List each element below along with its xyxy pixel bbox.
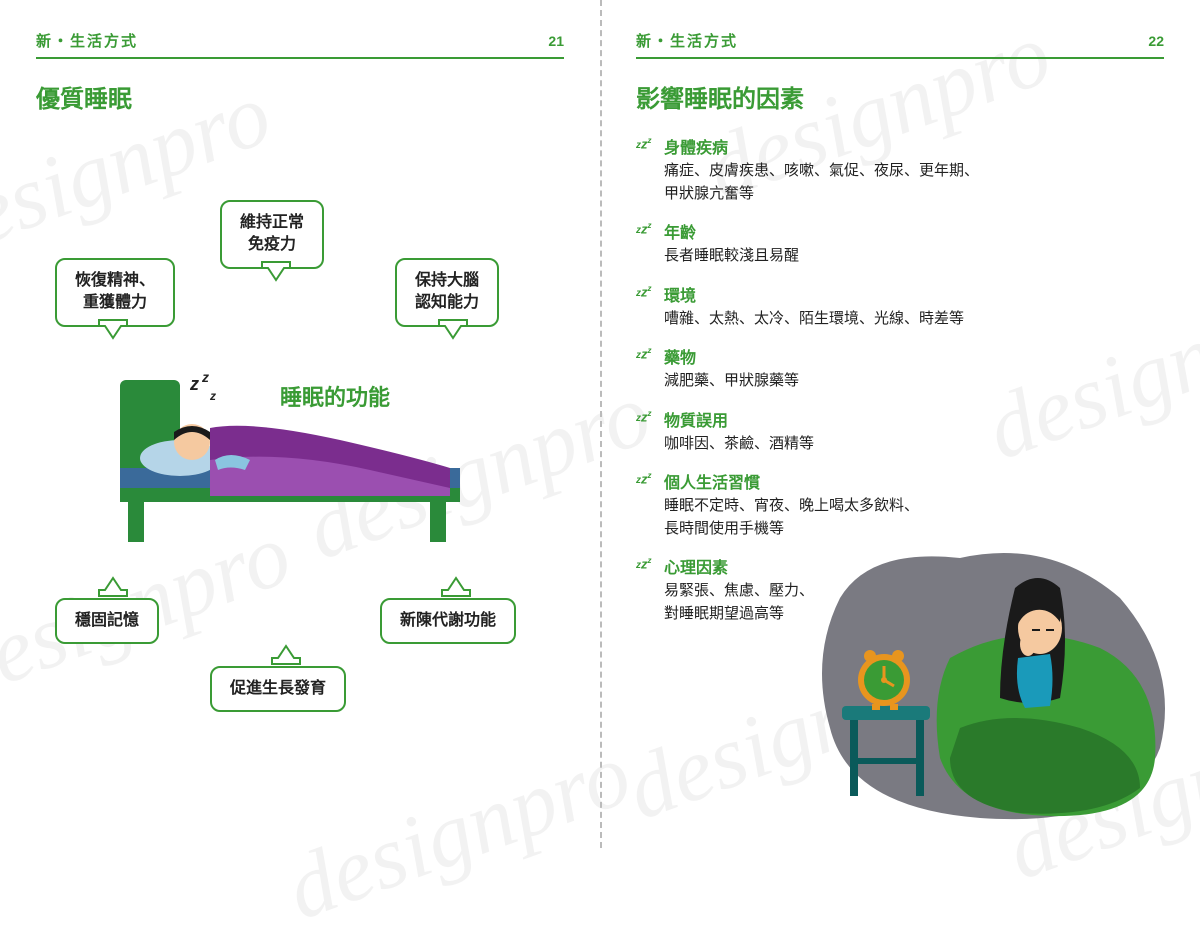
factor-item: z 年齡長者睡眠較淺且易醒 <box>636 219 1164 268</box>
factor-title: 年齡 <box>664 219 1164 243</box>
factor-title: 物質誤用 <box>664 407 1164 431</box>
arrow-up-icon <box>95 576 131 596</box>
zz-icon: z <box>636 284 652 299</box>
factor-desc: 長者睡眠較淺且易醒 <box>664 245 1164 268</box>
factor-desc: 減肥藥、甲狀腺藥等 <box>664 370 1164 393</box>
arrow-up-icon <box>438 576 474 596</box>
arrow-down-icon <box>435 318 471 338</box>
factor-desc: 咖啡因、茶鹼、酒精等 <box>664 433 1164 456</box>
zz-icon: z <box>636 471 652 486</box>
callout-box: 維持正常免疫力 <box>220 200 324 269</box>
callout-box: 恢復精神、重獲體力 <box>55 258 175 327</box>
callout-box: 促進生長發育 <box>210 666 346 712</box>
zz-icon: z <box>636 409 652 424</box>
header-title: 新・生活方式 <box>36 30 138 51</box>
factor-title: 身體疾病 <box>664 134 1164 158</box>
callout-box: 穩固記憶 <box>55 598 159 644</box>
page-header: 新・生活方式 21 <box>36 30 564 59</box>
factor-item: z 物質誤用咖啡因、茶鹼、酒精等 <box>636 407 1164 456</box>
callout-box: 新陳代謝功能 <box>380 598 516 644</box>
insomnia-illustration <box>800 528 1170 828</box>
page-header: 新・生活方式 22 <box>636 30 1164 59</box>
factor-item: z 環境嘈雜、太熱、太冷、陌生環境、光線、時差等 <box>636 282 1164 331</box>
svg-text:z: z <box>209 389 216 403</box>
header-title: 新・生活方式 <box>636 30 738 51</box>
zz-icon: z <box>636 221 652 236</box>
arrow-down-icon <box>258 260 294 280</box>
svg-text:z: z <box>189 374 199 394</box>
zz-icon: z <box>636 556 652 571</box>
section-title: 優質睡眠 <box>36 79 564 114</box>
sleeping-person-illustration: z z z <box>110 370 470 560</box>
factor-item: z 身體疾病痛症、皮膚疾患、咳嗽、氣促、夜尿、更年期、甲狀腺亢奮等 <box>636 134 1164 205</box>
page-number: 21 <box>548 33 564 49</box>
arrow-up-icon <box>268 644 304 664</box>
zz-icon: z <box>636 346 652 361</box>
page-number: 22 <box>1148 33 1164 49</box>
right-page: 新・生活方式 22 影響睡眠的因素 z 身體疾病痛症、皮膚疾患、咳嗽、氣促、夜尿、… <box>600 0 1200 848</box>
factor-title: 藥物 <box>664 344 1164 368</box>
zz-icon: z <box>636 136 652 151</box>
factor-desc: 痛症、皮膚疾患、咳嗽、氣促、夜尿、更年期、甲狀腺亢奮等 <box>664 160 1164 205</box>
factor-title: 個人生活習慣 <box>664 469 1164 493</box>
factor-item: z 藥物減肥藥、甲狀腺藥等 <box>636 344 1164 393</box>
callout-box: 保持大腦認知能力 <box>395 258 499 327</box>
section-title: 影響睡眠的因素 <box>636 79 1164 114</box>
arrow-down-icon <box>95 318 131 338</box>
factor-title: 環境 <box>664 282 1164 306</box>
factor-desc: 嘈雜、太熱、太冷、陌生環境、光線、時差等 <box>664 308 1164 331</box>
left-page: 新・生活方式 21 優質睡眠 維持正常免疫力恢復精神、重獲體力 保持大腦認知能力穩… <box>0 0 600 848</box>
page-spread: 新・生活方式 21 優質睡眠 維持正常免疫力恢復精神、重獲體力 保持大腦認知能力穩… <box>0 0 1200 848</box>
svg-text:z: z <box>201 370 209 385</box>
